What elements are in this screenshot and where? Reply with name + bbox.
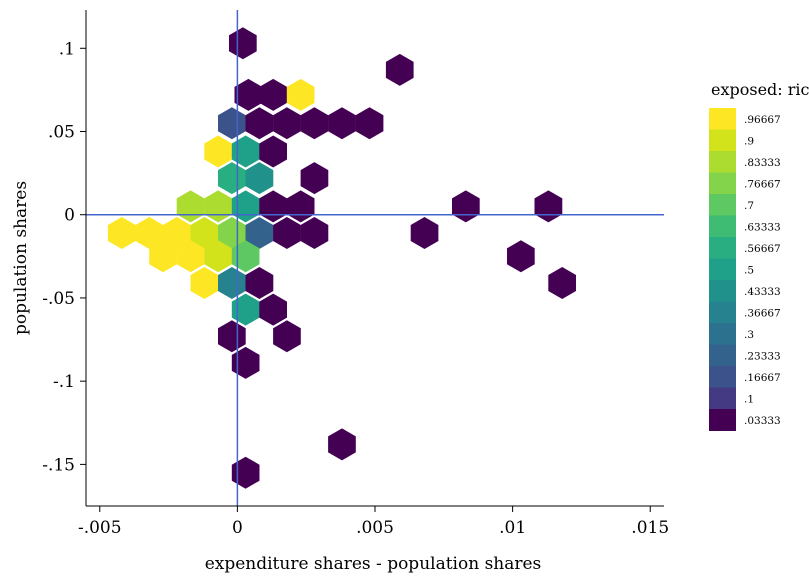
hex-bin-44: [218, 320, 246, 353]
legend-label-5: .63333: [744, 221, 781, 233]
hex-bin-37: [507, 240, 535, 273]
hex-bin-43: [259, 293, 287, 326]
legend-swatch-4: [709, 194, 736, 216]
y-tick-label-4: .05: [48, 123, 75, 143]
legend-swatch-7: [709, 258, 736, 281]
hex-bin-18: [204, 190, 232, 223]
hex-bin-15: [245, 162, 274, 195]
hex-bin-5: [218, 107, 246, 140]
hex-bin-42: [231, 293, 260, 326]
y-tick-label-1: -.1: [53, 372, 75, 392]
hex-bin-20: [259, 190, 287, 223]
legend-swatch-6: [709, 237, 736, 259]
hex-bin-24: [107, 217, 136, 249]
hex-bin-40: [245, 267, 274, 299]
legend-swatch-3: [709, 172, 736, 195]
hex-bin-6: [245, 107, 274, 140]
hex-bin-30: [273, 217, 301, 249]
legend-swatch-2: [709, 151, 736, 173]
hex-bin-14: [218, 162, 246, 195]
legend-swatch-11: [709, 344, 736, 367]
legend-label-13: .1: [744, 393, 754, 405]
hex-bin-29: [245, 217, 274, 249]
legend-swatch-5: [709, 215, 736, 238]
y-tick-label-5: .1: [59, 39, 75, 59]
legend-label-3: .76667: [744, 178, 781, 190]
hex-bin-10: [355, 107, 384, 140]
hex-bin-35: [204, 240, 232, 273]
y-tick-label-0: -.15: [42, 455, 75, 475]
hex-bin-19: [231, 190, 260, 223]
legend-label-10: .3: [744, 329, 754, 341]
legend-swatch-12: [709, 366, 736, 388]
legend-swatch-14: [709, 409, 736, 431]
x-tick-label-4: .015: [631, 518, 669, 538]
hex-bin-0: [229, 27, 257, 60]
hex-bin-7: [273, 107, 301, 140]
legend-swatch-1: [709, 129, 736, 152]
legend-swatch-13: [709, 387, 736, 410]
hex-bin-17: [176, 190, 205, 223]
hex-bin-33: [149, 240, 177, 273]
legend-label-12: .16667: [744, 372, 781, 384]
hex-bin-32: [410, 217, 439, 249]
hex-bin-16: [300, 162, 329, 195]
hex-bin-39: [218, 267, 246, 299]
hex-bin-2: [234, 78, 263, 111]
hex-bin-21: [286, 190, 315, 223]
x-tick-label-2: .005: [356, 518, 394, 538]
legend-label-0: .96667: [744, 114, 781, 126]
legend-label-6: .56667: [744, 243, 781, 255]
hex-bin-27: [190, 217, 219, 249]
x-tick-label-3: .01: [499, 518, 526, 538]
plot-area: [107, 27, 576, 489]
legend-swatch-0: [709, 108, 736, 130]
legend-label-11: .23333: [744, 350, 781, 362]
hex-bin-36: [231, 240, 260, 273]
hex-bin-23: [534, 190, 563, 223]
axes: -.005 0 .005 .01 .015 -.15 -.1 -.05 0 .05 .1: [42, 10, 669, 538]
legend-swatch-8: [709, 280, 736, 302]
hex-bin-8: [300, 107, 329, 140]
x-tick-label-0: -.005: [78, 518, 122, 538]
hex-bin-46: [231, 346, 260, 379]
legend-label-7: .5: [744, 264, 754, 276]
hex-bin-3: [259, 78, 287, 111]
hex-bin-25: [135, 217, 164, 249]
x-tick-label-1: 0: [232, 518, 243, 538]
y-axis-title: population shares: [11, 181, 31, 335]
y-tick-label-3: 0: [64, 206, 75, 226]
hex-bin-48: [231, 456, 260, 489]
legend-label-4: .7: [744, 200, 754, 212]
hex-bin-11: [204, 135, 232, 168]
hex-bin-26: [163, 217, 191, 249]
hex-bin-1: [385, 53, 414, 86]
hex-bin-31: [300, 217, 329, 249]
legend-label-9: .36667: [744, 307, 781, 319]
legend-title: exposed: rice: [711, 80, 809, 99]
hex-bin-28: [218, 217, 246, 249]
legend-label-2: .83333: [744, 157, 781, 169]
hex-bin-4: [286, 78, 315, 111]
x-axis-title: expenditure shares - population shares: [205, 554, 542, 574]
legend-label-1: .9: [744, 135, 754, 147]
legend-label-14: .03333: [744, 415, 781, 427]
hex-bin-9: [328, 107, 356, 140]
hex-bin-38: [190, 267, 219, 299]
hex-bin-12: [231, 135, 260, 168]
hex-bin-41: [548, 267, 576, 299]
y-tick-label-2: -.05: [42, 289, 75, 309]
hex-bin-22: [452, 190, 480, 223]
legend-swatch-10: [709, 323, 736, 345]
hex-bin-34: [176, 240, 205, 273]
legend-label-8: .43333: [744, 286, 781, 298]
hex-bin-13: [259, 135, 287, 168]
legend-swatch-9: [709, 301, 736, 324]
hex-bin-47: [328, 428, 356, 461]
legend: exposed: rice .96667 .9 .83333 .76667 .7 .633…: [709, 80, 809, 431]
hex-bin-45: [273, 320, 301, 353]
